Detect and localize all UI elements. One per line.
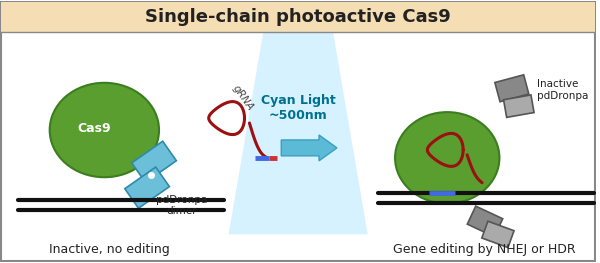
Text: Gene editing by NHEJ or HDR: Gene editing by NHEJ or HDR (393, 243, 575, 256)
Text: gRNA: gRNA (231, 84, 256, 113)
Polygon shape (482, 221, 514, 247)
FancyArrow shape (281, 135, 337, 161)
Text: Inactive
pdDronpa: Inactive pdDronpa (536, 79, 588, 101)
Polygon shape (229, 32, 368, 234)
Text: Cas9: Cas9 (77, 122, 111, 134)
Polygon shape (132, 141, 176, 183)
Polygon shape (503, 95, 534, 117)
Ellipse shape (395, 112, 499, 204)
Text: Cyan Light
~500nm: Cyan Light ~500nm (261, 94, 335, 122)
Ellipse shape (50, 83, 159, 177)
Text: Single-chain photoactive Cas9: Single-chain photoactive Cas9 (145, 8, 451, 26)
FancyBboxPatch shape (1, 2, 595, 261)
Polygon shape (467, 206, 503, 237)
Polygon shape (495, 75, 529, 102)
Polygon shape (125, 167, 169, 208)
FancyBboxPatch shape (1, 2, 595, 32)
Text: pdDronpa
dimer: pdDronpa dimer (156, 195, 208, 216)
Text: Inactive, no editing: Inactive, no editing (49, 243, 170, 256)
